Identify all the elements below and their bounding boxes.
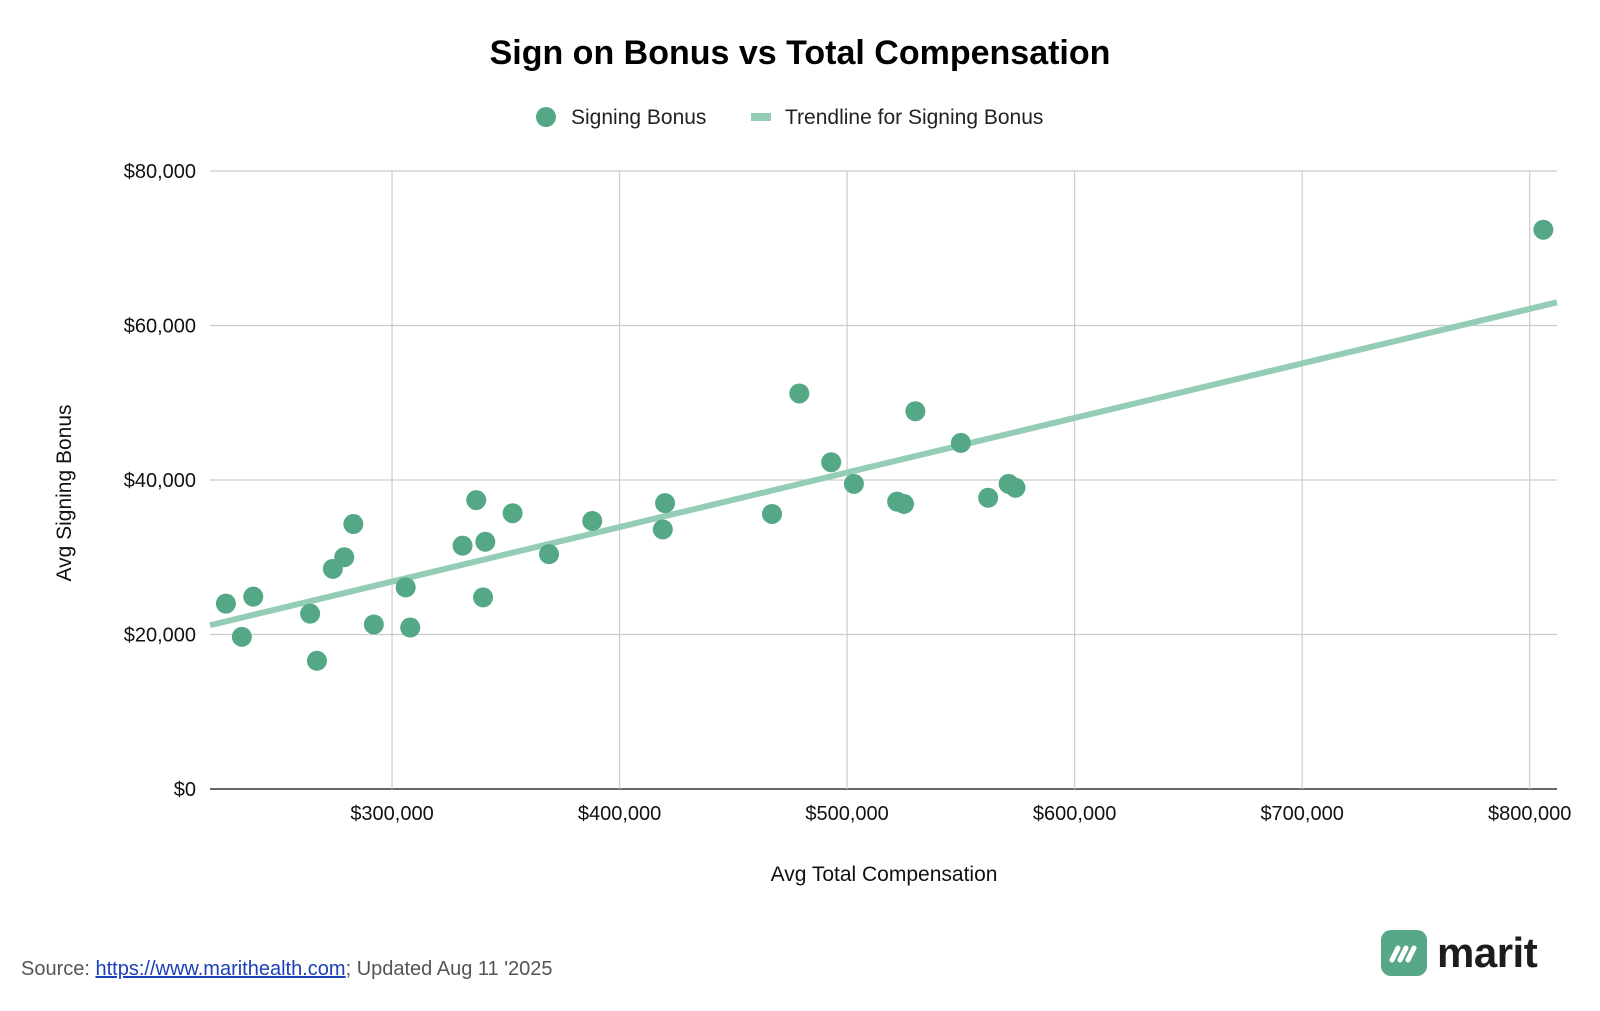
x-axis-tick-labels: $300,000 $400,000 $500,000 $600,000 $700,000… bbox=[350, 803, 1571, 825]
gridlines bbox=[210, 170, 1557, 790]
updated-text: ; Updated Aug 11 '2025 bbox=[345, 958, 553, 980]
data-point bbox=[950, 432, 971, 453]
legend-label-trendline: Trendline for Signing Bonus bbox=[785, 106, 1043, 129]
data-point bbox=[215, 593, 236, 614]
y-tick-label: $20,000 bbox=[124, 625, 196, 647]
data-point bbox=[978, 487, 999, 508]
data-point bbox=[473, 587, 494, 608]
x-tick-label: $800,000 bbox=[1488, 803, 1571, 825]
data-point bbox=[475, 531, 496, 552]
legend-label-signing-bonus: Signing Bonus bbox=[571, 106, 706, 129]
scatter-chart: Sign on Bonus vs Total Compensation Sign… bbox=[53, 34, 1571, 886]
x-tick-label: $600,000 bbox=[1033, 803, 1116, 825]
y-tick-label: $60,000 bbox=[124, 316, 196, 338]
data-point bbox=[334, 547, 355, 568]
data-point bbox=[1005, 477, 1026, 498]
data-point bbox=[789, 383, 810, 404]
x-tick-label: $500,000 bbox=[805, 803, 888, 825]
data-point bbox=[400, 617, 421, 638]
data-point bbox=[452, 535, 473, 556]
y-axis-tick-labels: $0 $20,000 $40,000 $60,000 $80,000 bbox=[124, 161, 196, 801]
legend: Signing Bonus Trendline for Signing Bonu… bbox=[536, 106, 1043, 129]
data-point bbox=[762, 503, 783, 524]
data-points bbox=[215, 219, 1554, 671]
trendline-layer bbox=[209, 299, 1558, 629]
y-tick-label: $0 bbox=[174, 779, 196, 801]
x-tick-label: $400,000 bbox=[578, 803, 661, 825]
x-tick-label: $700,000 bbox=[1260, 803, 1343, 825]
data-point bbox=[582, 510, 603, 531]
data-point bbox=[466, 490, 487, 511]
data-point bbox=[843, 473, 864, 494]
y-axis-title: Avg Signing Bonus bbox=[53, 404, 76, 581]
legend-marker-signing-bonus bbox=[536, 107, 556, 127]
y-tick-label: $40,000 bbox=[124, 470, 196, 492]
data-point bbox=[300, 603, 321, 624]
data-point bbox=[243, 586, 264, 607]
brand-logo: marit bbox=[1381, 929, 1538, 977]
data-point bbox=[1533, 219, 1554, 240]
x-tick-label: $300,000 bbox=[350, 803, 433, 825]
chart-title: Sign on Bonus vs Total Compensation bbox=[490, 34, 1111, 72]
data-point bbox=[231, 626, 252, 647]
marit-logo-icon bbox=[1381, 930, 1427, 976]
trendline bbox=[209, 299, 1558, 629]
source-label: Source: bbox=[21, 958, 96, 980]
data-point bbox=[655, 493, 676, 514]
data-point bbox=[652, 519, 673, 540]
y-tick-label: $80,000 bbox=[124, 161, 196, 183]
legend-marker-trendline bbox=[751, 113, 771, 121]
data-point bbox=[306, 650, 327, 671]
x-axis-title: Avg Total Compensation bbox=[771, 863, 998, 886]
data-point bbox=[905, 401, 926, 422]
data-point bbox=[821, 452, 842, 473]
data-point bbox=[363, 614, 384, 635]
data-point bbox=[539, 544, 560, 565]
brand-name: marit bbox=[1437, 929, 1538, 976]
source-link[interactable]: https://www.marithealth.com bbox=[95, 958, 346, 980]
data-point bbox=[893, 493, 914, 514]
source-footer: Source: https://www.marithealth.com; Upd… bbox=[21, 958, 553, 981]
data-point bbox=[395, 577, 416, 598]
data-point bbox=[343, 514, 364, 535]
data-point bbox=[502, 503, 523, 524]
